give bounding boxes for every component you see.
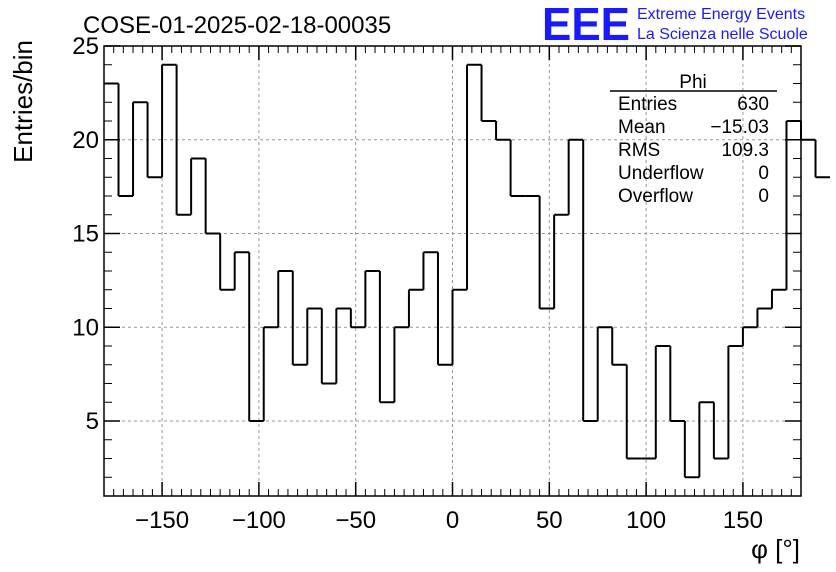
x-tick-label-2: −50: [335, 507, 376, 534]
y-tick-label-1: 10: [72, 314, 99, 341]
y-tick-label-2: 15: [72, 221, 99, 248]
stats-row-value-mean: −15.03: [710, 117, 769, 138]
stats-row-value-rms: 109.3: [721, 140, 769, 161]
x-tick-label-3: 0: [446, 507, 459, 534]
grid-lines: [104, 45, 801, 496]
y-tick-labels: 5 10 15 20 25: [72, 33, 99, 435]
stats-row-label-rms: RMS: [618, 140, 660, 161]
chart-title: COSE-01-2025-02-18-00035: [83, 12, 391, 39]
eee-logo-line1: Extreme Energy Events: [637, 6, 805, 23]
eee-logo: EEE Extreme Energy Events La Scienza nel…: [542, 0, 808, 50]
y-tick-label-0: 5: [86, 408, 99, 435]
stats-row-label-underflow: Underflow: [618, 163, 704, 184]
y-axis-label: Entries/bin: [8, 40, 38, 163]
x-tick-label-1: −100: [232, 507, 286, 534]
x-tick-labels: −150 −100 −50 0 50 100 150: [135, 507, 763, 534]
stats-row-value-underflow: 0: [758, 163, 769, 184]
histogram-bars: [104, 63, 831, 479]
x-tick-label-6: 150: [723, 507, 763, 534]
axis-ticks: [104, 45, 802, 496]
x-axis-label: φ [°]: [751, 534, 800, 564]
eee-logo-mark: EEE: [542, 0, 630, 50]
x-tick-label-5: 100: [626, 507, 666, 534]
stats-row-label-entries: Entries: [618, 94, 677, 115]
stats-row-value-overflow: 0: [758, 186, 769, 207]
stats-row-label-overflow: Overflow: [618, 186, 693, 207]
stats-row-label-mean: Mean: [618, 117, 666, 138]
stats-row-value-entries: 630: [737, 94, 769, 115]
eee-logo-line2: La Scienza nelle Scuole: [637, 26, 808, 43]
stats-box-rows: Entries 630 Mean −15.03 RMS 109.3 Underflow 0 Ov…: [618, 94, 769, 207]
stats-box-title: Phi: [679, 72, 706, 93]
y-tick-label-4: 25: [72, 33, 99, 60]
stats-box: Phi Entries 630 Mean −15.03 RMS 109.3 Underflo…: [610, 72, 777, 207]
x-tick-label-0: −150: [135, 507, 189, 534]
y-tick-label-3: 20: [72, 127, 99, 154]
x-tick-label-4: 50: [536, 507, 563, 534]
